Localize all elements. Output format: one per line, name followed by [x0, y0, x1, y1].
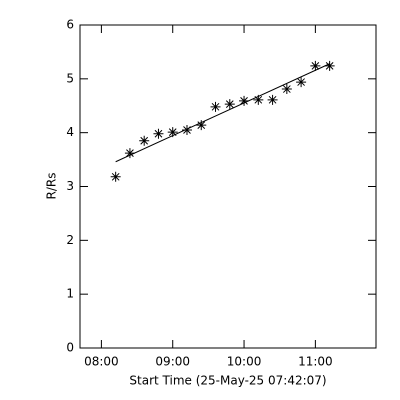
y-tick-label: 0: [66, 341, 74, 355]
y-tick-label: 4: [66, 125, 74, 139]
asterisk-point: [110, 171, 121, 182]
asterisk-point: [253, 94, 264, 105]
asterisk-point: [167, 127, 178, 138]
plot-frame: [79, 24, 377, 349]
asterisk-point: [239, 95, 250, 106]
x-tick-label: 09:00: [155, 355, 190, 369]
y-axis-label: R/Rs: [45, 173, 59, 200]
x-tick-label: 11:00: [298, 355, 333, 369]
y-tick-label: 3: [66, 179, 74, 193]
x-axis-label: Start Time (25-May-25 07:42:07): [129, 374, 326, 388]
asterisk-point: [196, 120, 207, 131]
asterisk-point: [310, 60, 321, 71]
asterisk-point: [139, 135, 150, 146]
x-tick-label: 08:00: [84, 355, 119, 369]
fit-line: [115, 63, 330, 163]
y-tick-label: 6: [66, 18, 74, 32]
asterisk-point: [181, 124, 192, 135]
y-tick-label: 2: [66, 233, 74, 247]
asterisk-point: [153, 128, 164, 139]
asterisk-point: [210, 101, 221, 112]
asterisk-point: [267, 94, 278, 105]
asterisk-point: [296, 77, 307, 88]
asterisk-point: [224, 99, 235, 110]
asterisk-point: [124, 148, 135, 159]
asterisk-point: [324, 60, 335, 71]
y-tick-label: 5: [66, 71, 74, 85]
asterisk-point: [281, 84, 292, 95]
y-tick-label: 1: [66, 287, 74, 301]
x-tick-label: 10:00: [227, 355, 262, 369]
